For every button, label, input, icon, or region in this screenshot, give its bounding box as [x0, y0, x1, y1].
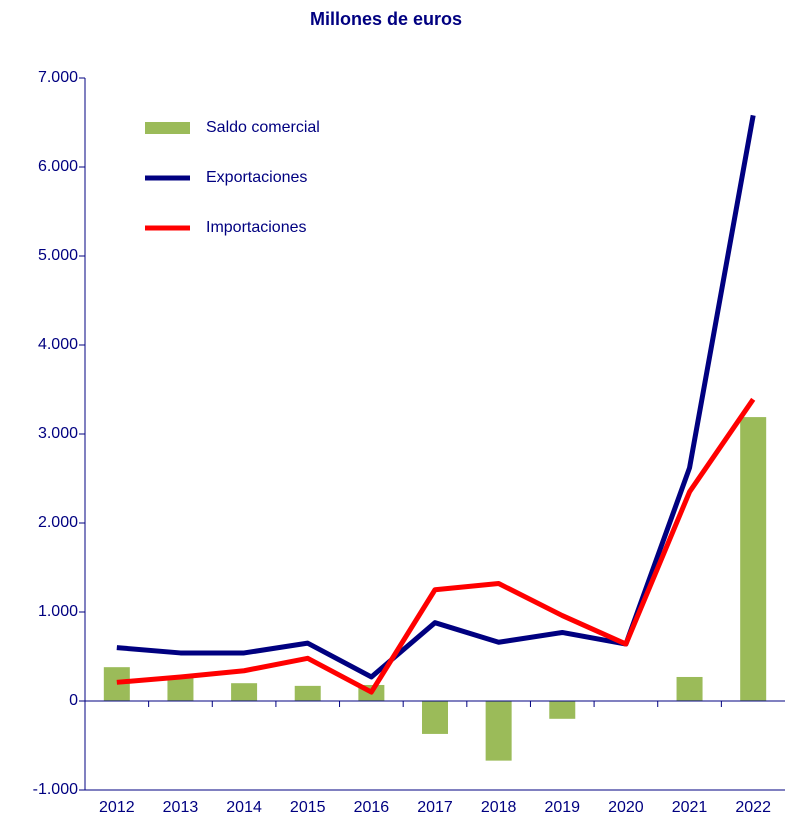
bar: [549, 701, 576, 719]
y-tick-label: 1.000: [38, 603, 78, 620]
bar: [167, 676, 194, 701]
y-tick-label: 6.000: [38, 158, 78, 175]
bar: [294, 685, 321, 701]
x-tick-label: 2012: [99, 799, 135, 816]
y-tick-label: 7.000: [38, 69, 78, 86]
y-tick-label: 2.000: [38, 514, 78, 531]
y-tick-label: 0: [69, 692, 78, 709]
legend-label: Exportaciones: [206, 169, 307, 186]
y-tick-label: 4.000: [38, 336, 78, 353]
line: [116, 114, 756, 680]
y-tick-label: 3.000: [38, 425, 78, 442]
x-tick-label: 2013: [163, 799, 199, 816]
x-tick-label: 2016: [354, 799, 390, 816]
x-tick-label: 2015: [290, 799, 326, 816]
x-tick-label: 2018: [481, 799, 517, 816]
bar: [231, 683, 258, 701]
legend-label: Importaciones: [206, 219, 307, 236]
y-tick-label: 5.000: [38, 247, 78, 264]
x-tick-label: 2019: [544, 799, 580, 816]
bar: [740, 417, 767, 701]
x-tick-label: 2022: [735, 799, 771, 816]
x-tick-label: 2017: [417, 799, 453, 816]
bar: [485, 701, 512, 761]
chart-title: Millones de euros: [310, 9, 462, 29]
bar: [676, 676, 703, 701]
legend-swatch: [145, 122, 190, 134]
x-tick-label: 2014: [226, 799, 262, 816]
bar: [422, 701, 448, 734]
x-tick-label: 2020: [608, 799, 644, 816]
bar: [103, 667, 130, 701]
legend-label: Saldo comercial: [206, 119, 320, 136]
y-tick-label: -1.000: [33, 781, 78, 798]
line: [116, 397, 756, 695]
x-tick-label: 2021: [672, 799, 708, 816]
